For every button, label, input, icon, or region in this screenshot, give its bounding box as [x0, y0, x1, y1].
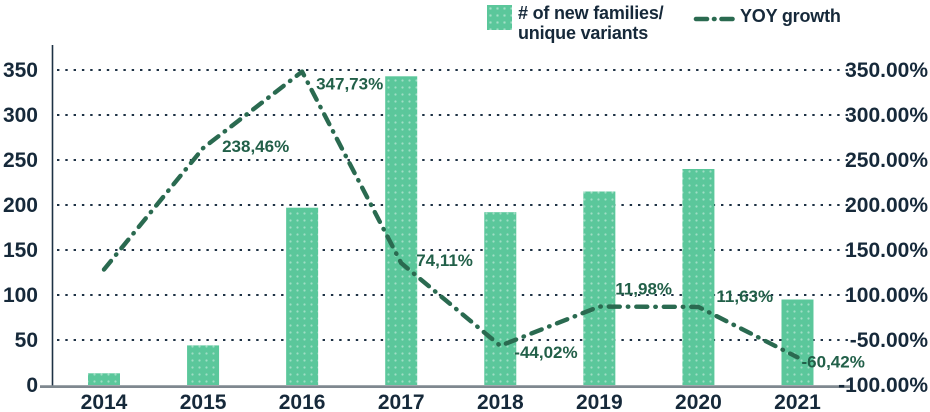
left-axis-tick: 250 [3, 149, 38, 172]
yoy-point-label-2016: 347,73% [316, 75, 383, 94]
legend-bar-swatch [487, 5, 512, 30]
x-axis-label-2019: 2019 [576, 391, 623, 412]
right-axis-tick: 200.00% [845, 194, 928, 217]
yoy-point-label-2021: -60,42% [802, 352, 865, 371]
yoy-point-label-2018: -44,02% [514, 343, 577, 362]
legend-bar-label-line2: unique variants [518, 23, 649, 43]
yoy-point-label-2017: 74,11% [416, 251, 473, 270]
bar-2019 [583, 191, 616, 385]
yoy-point-label-2015: 238,46% [222, 137, 289, 156]
legend-bar-label: # of new families/ unique variants [518, 3, 664, 43]
bar-2021 [781, 299, 814, 385]
x-axis-label-2020: 2020 [675, 391, 722, 412]
x-axis-label-2014: 2014 [81, 391, 128, 412]
right-axis-tick: -100.00% [838, 374, 928, 397]
x-axis-label-2015: 2015 [180, 391, 227, 412]
x-axis-label-2018: 2018 [477, 391, 524, 412]
legend-bar-label-line1: # of new families/ [518, 3, 664, 23]
x-axis-label-2021: 2021 [774, 391, 821, 412]
left-axis-tick: 350 [3, 59, 38, 82]
bar-2020 [682, 169, 715, 385]
right-axis-tick: 350.00% [845, 59, 928, 82]
right-axis-tick: 100.00% [845, 284, 928, 307]
bar-2017 [385, 76, 418, 386]
right-axis-tick: 250.00% [845, 149, 928, 172]
bar-2018 [484, 212, 517, 385]
bar-2014 [88, 373, 120, 385]
bar-2016 [286, 207, 319, 385]
x-axis-label-2017: 2017 [378, 391, 425, 412]
yoy-point-label-2019: 11,98% [615, 280, 672, 299]
x-axis-label-2016: 2016 [279, 391, 326, 412]
bar-2015 [187, 345, 220, 385]
right-axis-tick: -50.00% [850, 329, 929, 352]
legend-line-marker-icon [693, 16, 739, 22]
yoy-growth-line [101, 69, 800, 360]
left-axis-tick: 100 [3, 284, 38, 307]
left-axis-tick: 300 [3, 104, 38, 127]
right-axis-tick: 300.00% [845, 104, 928, 127]
yoy-point-label-2020: 11,63% [716, 287, 773, 306]
right-axis-tick: 150.00% [845, 239, 928, 262]
left-axis-tick: 0 [26, 374, 38, 397]
left-axis-tick: 50 [15, 329, 38, 352]
left-axis-tick: 200 [3, 194, 38, 217]
chart-legend: # of new families/ unique variants YOY g… [0, 0, 930, 44]
left-axis-tick: 150 [3, 239, 38, 262]
legend-line-label: YOY growth [740, 6, 841, 26]
